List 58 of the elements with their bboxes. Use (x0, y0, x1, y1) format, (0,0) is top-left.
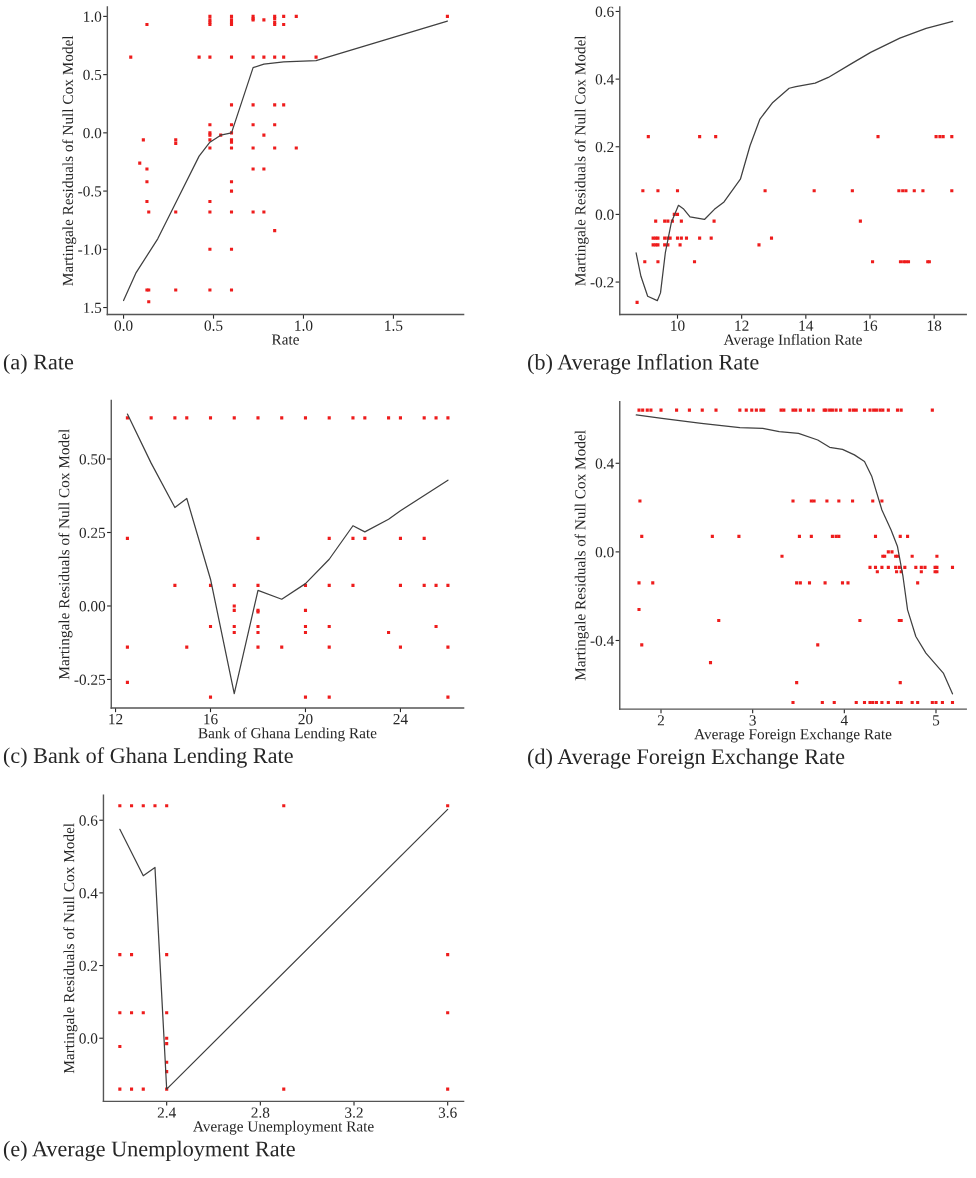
x-tick-label: 4 (840, 715, 848, 726)
x-tick-label: 2.8 (251, 1107, 270, 1118)
x-tick-label: 3 (749, 715, 756, 726)
x-tick-label: 10 (671, 320, 685, 331)
x-tick-label: 24 (393, 714, 408, 725)
x-tick-label: 16 (204, 714, 218, 725)
text: (e) Average Unemployment Rate (3, 1140, 295, 1162)
x-axis-title: Average Inflation Rate (723, 333, 862, 348)
y-tick-label: 0.0 (79, 1033, 98, 1044)
x-tick-label: 0.5 (204, 320, 223, 331)
x-tick-label: 5 (933, 715, 940, 726)
y-axis-title: Martingale Residuals of Null Cox Model (58, 429, 73, 680)
x-axis-title: Bank of Ghana Lending Rate (198, 727, 377, 742)
x-tick-label: 2 (657, 715, 664, 726)
y-tick-label: 0.6 (79, 815, 98, 826)
x-tick-label: 3.2 (345, 1107, 363, 1118)
x-tick-label: 0.0 (114, 320, 133, 331)
y-tick-label: 0.25 (79, 527, 106, 539)
x-tick-label: 2.4 (157, 1107, 176, 1118)
y-tick-label: -0.2 (590, 277, 614, 288)
y-axis-title: Martingale Residuals of Null Cox Model (574, 430, 589, 681)
text: (c) Bank of Ghana Lending Rate (3, 747, 293, 768)
y-tick-label: 0.00 (79, 601, 106, 612)
x-tick-label: 12 (109, 714, 123, 725)
text: (b) Average Inflation Rate (528, 353, 759, 375)
x-tick-label: 1.0 (295, 320, 313, 331)
y-tick-label: 0.0 (595, 547, 614, 558)
x-tick-label: 16 (863, 320, 878, 331)
x-tick-label: 12 (735, 320, 749, 331)
y-tick-label: 0.6 (595, 6, 614, 17)
y-axis-title: Martingale Residuals of Null Cox Model (574, 35, 589, 286)
y-tick-label: 0.0 (595, 209, 614, 220)
y-tick-label: -0.5 (78, 186, 102, 197)
x-tick-label: 3.6 (438, 1107, 457, 1118)
y-tick-label: -1.0 (78, 244, 102, 255)
y-tick-label: 0.4 (595, 74, 614, 85)
y-tick-label: 0.2 (79, 960, 98, 972)
text: (a) Rate (3, 353, 74, 375)
y-tick-label: 0.0 (83, 127, 102, 139)
x-axis-title: Average Foreign Exchange Rate (694, 728, 892, 743)
y-tick-label: 0.5 (83, 69, 102, 81)
x-axis-title: Average Unemployment Rate (193, 1120, 374, 1135)
y-tick-label: 0.50 (79, 454, 106, 465)
y-tick-label: 0.2 (595, 141, 614, 153)
x-axis-title: Rate (271, 334, 299, 345)
y-axis-title: Martingale Residuals of Null Cox Model (62, 35, 77, 286)
x-tick-label: 14 (799, 320, 814, 331)
y-tick-label: -0.4 (590, 635, 614, 647)
y-tick-label: -0.25 (74, 674, 106, 685)
x-tick-label: 1.5 (385, 320, 403, 331)
x-tick-label: 18 (927, 320, 942, 331)
y-axis-title: Martingale Residuals of Null Cox Model (63, 823, 78, 1074)
y-tick-label: 0.4 (79, 888, 98, 899)
x-tick-label: 20 (298, 713, 313, 725)
text: (d) Average Foreign Exchange Rate (528, 748, 845, 769)
y-tick-label: 1.5 (84, 302, 102, 314)
y-tick-label: 0.4 (595, 458, 614, 469)
y-tick-label: 1.0 (84, 11, 102, 22)
